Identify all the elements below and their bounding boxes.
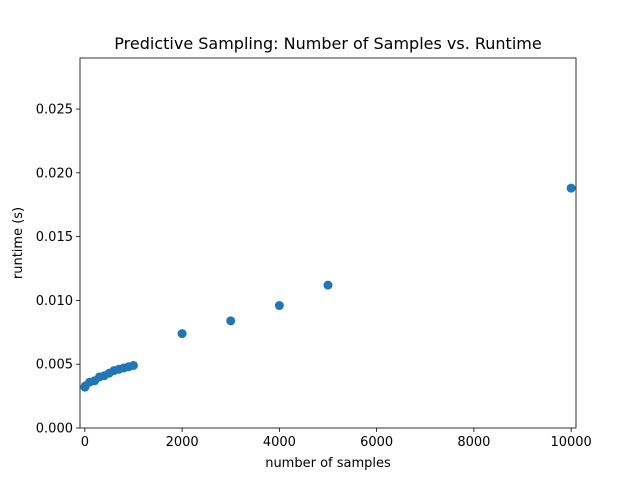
data-point [128,360,138,370]
data-point [566,183,576,193]
y-axis-ticks: 0.000 0.005 0.010 0.015 0.020 0.025 [36,103,80,437]
y-tick-label: 0.020 [36,166,73,181]
data-point [177,329,187,339]
plot-area-frame [79,57,577,429]
x-tick-label: 8000 [457,435,490,450]
y-tick-label: 0.015 [36,230,73,245]
x-tick-label: 4000 [263,435,296,450]
x-tick-label: 10000 [550,435,591,450]
x-tick-label: 0 [81,435,89,450]
y-tick-label: 0.010 [36,294,73,309]
chart-title: Predictive Sampling: Number of Samples v… [114,34,541,53]
x-axis-ticks: 0 2000 4000 6000 8000 10000 [81,428,592,450]
x-axis-label: number of samples [265,456,391,471]
data-point [226,316,236,326]
x-tick-label: 6000 [360,435,393,450]
y-axis-label: runtime (s) [11,207,26,279]
x-tick-label: 2000 [166,435,199,450]
data-point [274,301,284,311]
y-tick-label: 0.005 [36,358,73,373]
data-points [80,183,576,392]
y-tick-label: 0.000 [36,422,73,437]
plot-area-background [80,58,576,428]
y-tick-label: 0.025 [36,103,73,118]
data-point [323,280,333,290]
